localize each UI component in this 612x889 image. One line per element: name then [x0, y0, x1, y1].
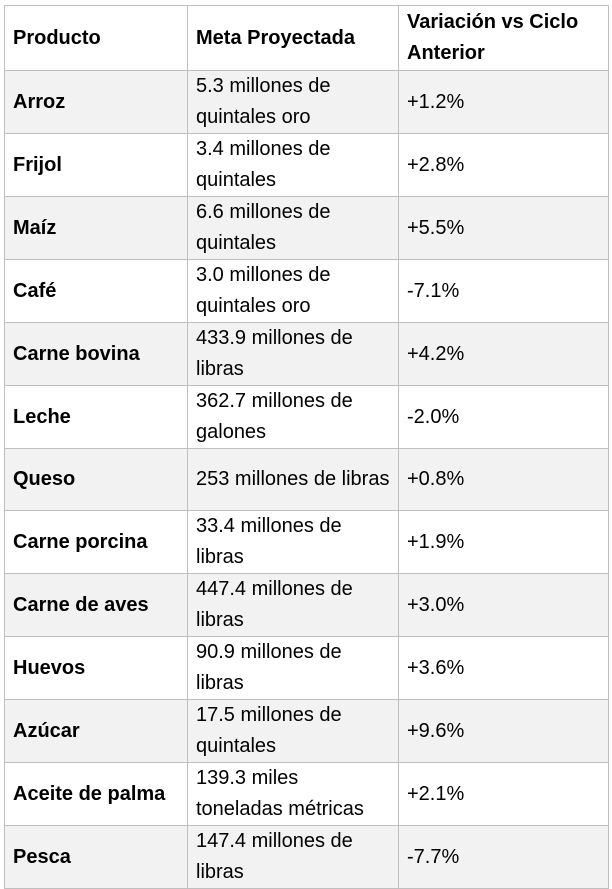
table-body: Arroz 5.3 millones de quintales oro +1.2…	[4, 70, 609, 889]
change-cell: +2.8%	[398, 133, 609, 197]
change-cell: +2.1%	[398, 762, 609, 826]
table-row: Maíz 6.6 millones de quintales +5.5%	[4, 196, 609, 260]
product-cell: Café	[4, 259, 188, 323]
table-row: Aceite de palma 139.3 miles toneladas mé…	[4, 762, 609, 826]
change-cell: +1.2%	[398, 70, 609, 134]
table-row: Pesca 147.4 millones de libras -7.7%	[4, 825, 609, 889]
product-cell: Aceite de palma	[4, 762, 188, 826]
change-cell: -2.0%	[398, 385, 609, 449]
product-cell: Carne de aves	[4, 573, 188, 637]
table-row: Carne bovina 433.9 millones de libras +4…	[4, 322, 609, 386]
table-row: Frijol 3.4 millones de quintales +2.8%	[4, 133, 609, 197]
change-cell: +9.6%	[398, 699, 609, 763]
target-cell: 17.5 millones de quintales	[187, 699, 399, 763]
target-cell: 33.4 millones de libras	[187, 510, 399, 574]
table-row: Café 3.0 millones de quintales oro -7.1%	[4, 259, 609, 323]
table-row: Queso 253 millones de libras +0.8%	[4, 448, 609, 511]
product-cell: Frijol	[4, 133, 188, 197]
change-cell: -7.1%	[398, 259, 609, 323]
change-cell: +4.2%	[398, 322, 609, 386]
table-row: Azúcar 17.5 millones de quintales +9.6%	[4, 699, 609, 763]
table-row: Carne de aves 447.4 millones de libras +…	[4, 573, 609, 637]
change-cell: +3.6%	[398, 636, 609, 700]
header-producto: Producto	[4, 5, 188, 71]
target-cell: 362.7 millones de galones	[187, 385, 399, 449]
product-cell: Azúcar	[4, 699, 188, 763]
change-cell: -7.7%	[398, 825, 609, 889]
header-variacion: Variación vs Ciclo Anterior	[398, 5, 609, 71]
change-cell: +0.8%	[398, 448, 609, 511]
product-cell: Carne porcina	[4, 510, 188, 574]
product-cell: Carne bovina	[4, 322, 188, 386]
production-targets-table: Producto Meta Proyectada Variación vs Ci…	[4, 5, 609, 889]
header-meta-proyectada: Meta Proyectada	[187, 5, 399, 71]
product-cell: Arroz	[4, 70, 188, 134]
product-cell: Leche	[4, 385, 188, 449]
change-cell: +3.0%	[398, 573, 609, 637]
product-cell: Pesca	[4, 825, 188, 889]
change-cell: +1.9%	[398, 510, 609, 574]
table-row: Arroz 5.3 millones de quintales oro +1.2…	[4, 70, 609, 134]
table-row: Leche 362.7 millones de galones -2.0%	[4, 385, 609, 449]
target-cell: 433.9 millones de libras	[187, 322, 399, 386]
target-cell: 90.9 millones de libras	[187, 636, 399, 700]
target-cell: 5.3 millones de quintales oro	[187, 70, 399, 134]
target-cell: 3.4 millones de quintales	[187, 133, 399, 197]
product-cell: Maíz	[4, 196, 188, 260]
target-cell: 3.0 millones de quintales oro	[187, 259, 399, 323]
target-cell: 447.4 millones de libras	[187, 573, 399, 637]
table-row: Huevos 90.9 millones de libras +3.6%	[4, 636, 609, 700]
target-cell: 6.6 millones de quintales	[187, 196, 399, 260]
target-cell: 147.4 millones de libras	[187, 825, 399, 889]
header-row: Producto Meta Proyectada Variación vs Ci…	[4, 5, 609, 71]
table-row: Carne porcina 33.4 millones de libras +1…	[4, 510, 609, 574]
target-cell: 253 millones de libras	[187, 448, 399, 511]
product-cell: Huevos	[4, 636, 188, 700]
change-cell: +5.5%	[398, 196, 609, 260]
product-cell: Queso	[4, 448, 188, 511]
target-cell: 139.3 miles toneladas métricas	[187, 762, 399, 826]
